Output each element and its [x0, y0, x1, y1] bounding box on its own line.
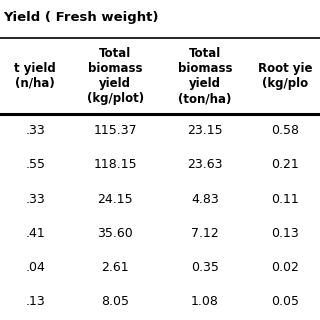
Text: 2.61: 2.61: [101, 261, 129, 274]
Text: 7.12: 7.12: [191, 227, 219, 240]
Text: .33: .33: [25, 193, 45, 206]
Text: 23.63: 23.63: [187, 158, 222, 172]
Text: .33: .33: [25, 124, 45, 137]
Text: 35.60: 35.60: [97, 227, 133, 240]
Text: .55: .55: [25, 158, 45, 172]
Text: 0.35: 0.35: [191, 261, 219, 274]
Text: Yield ( Fresh weight): Yield ( Fresh weight): [3, 11, 159, 24]
Text: 1.08: 1.08: [191, 295, 219, 308]
Text: 24.15: 24.15: [97, 193, 133, 206]
Text: 115.37: 115.37: [93, 124, 137, 137]
Text: 4.83: 4.83: [191, 193, 219, 206]
Text: Root yie
(kg/plo: Root yie (kg/plo: [258, 62, 312, 90]
Text: Total
biomass
yield
(ton/ha): Total biomass yield (ton/ha): [178, 47, 232, 105]
Text: 0.13: 0.13: [271, 227, 299, 240]
Text: Total
biomass
yield
(kg/plot): Total biomass yield (kg/plot): [87, 47, 144, 105]
Text: .13: .13: [25, 295, 45, 308]
Text: 0.11: 0.11: [271, 193, 299, 206]
Text: 118.15: 118.15: [93, 158, 137, 172]
Text: 0.02: 0.02: [271, 261, 299, 274]
Text: t yield
(n/ha): t yield (n/ha): [14, 62, 56, 90]
Text: 0.05: 0.05: [271, 295, 299, 308]
Text: 8.05: 8.05: [101, 295, 129, 308]
Text: .41: .41: [25, 227, 45, 240]
Text: .04: .04: [25, 261, 45, 274]
Text: 0.21: 0.21: [271, 158, 299, 172]
Text: 0.58: 0.58: [271, 124, 299, 137]
Text: 23.15: 23.15: [187, 124, 223, 137]
